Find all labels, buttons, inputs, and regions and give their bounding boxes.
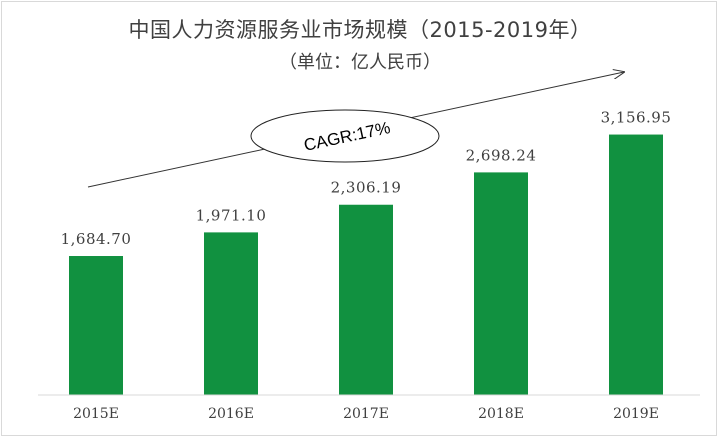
data-label-2019E: 3,156.95 bbox=[601, 109, 672, 127]
bar-2018E bbox=[474, 172, 528, 395]
bar-2016E bbox=[204, 232, 258, 395]
data-label-2017E: 2,306.19 bbox=[331, 179, 402, 197]
bar-2017E bbox=[339, 204, 393, 395]
x-tick-2019E: 2019E bbox=[613, 406, 659, 422]
data-label-2016E: 1,971.10 bbox=[196, 206, 267, 224]
x-tick-2015E: 2015E bbox=[73, 406, 119, 422]
x-tick-2017E: 2017E bbox=[343, 406, 389, 422]
cagr-ellipse bbox=[250, 109, 440, 163]
bar-2019E bbox=[609, 134, 663, 395]
x-tick-2018E: 2018E bbox=[478, 406, 524, 422]
data-label-2015E: 1,684.70 bbox=[61, 230, 132, 248]
data-label-2018E: 2,698.24 bbox=[466, 146, 537, 164]
bar-2015E bbox=[69, 256, 123, 395]
chart-subtitle: （单位：亿人民币） bbox=[279, 52, 441, 73]
x-tick-2016E: 2016E bbox=[208, 406, 254, 422]
chart-title: 中国人力资源服务业市场规模（2015-2019年） bbox=[128, 18, 592, 42]
